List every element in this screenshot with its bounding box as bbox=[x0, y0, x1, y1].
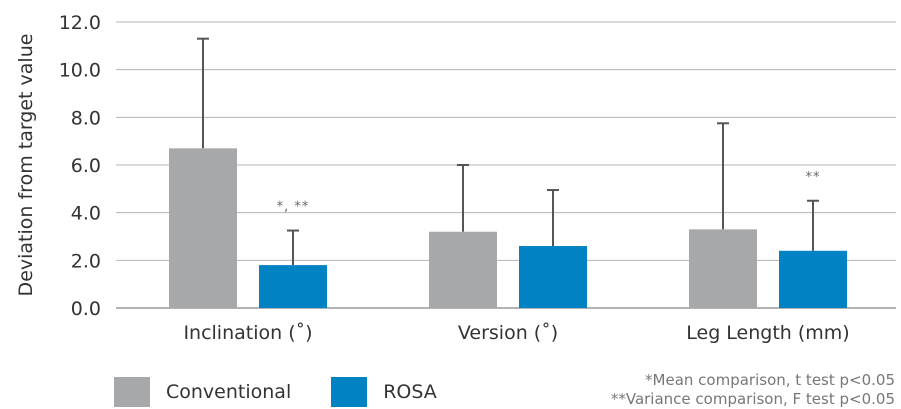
legend-item-conventional: Conventional bbox=[114, 377, 291, 407]
footnote-variance-comparison: **Variance comparison, F test p<0.05 bbox=[610, 390, 895, 408]
y-axis-title: Deviation from target value bbox=[15, 34, 37, 297]
bar-rosa-0 bbox=[259, 265, 327, 308]
legend-label-conventional: Conventional bbox=[166, 381, 292, 403]
bar-chart: 0.0 2.0 4.0 6.0 8.0 10.0 12.0 *, ** Inclination … bbox=[15, 12, 896, 344]
labels: 0.0 2.0 4.0 6.0 8.0 10.0 12.0 *, ** Inclination … bbox=[59, 12, 850, 344]
legend-item-rosa: ROSA bbox=[331, 377, 437, 407]
x-category-label: Version (˚) bbox=[458, 322, 558, 344]
bar-rosa-2 bbox=[779, 250, 847, 308]
y-tick-label: 4.0 bbox=[71, 203, 101, 225]
legend-label-rosa: ROSA bbox=[383, 381, 437, 403]
y-tick-label: 2.0 bbox=[71, 250, 101, 272]
bar-conventional-2 bbox=[689, 229, 757, 308]
bar-conventional-0 bbox=[169, 148, 237, 308]
significance-label: ** bbox=[806, 170, 821, 185]
x-category-label: Inclination (˚) bbox=[183, 322, 312, 344]
footnotes: *Mean comparison, t test p<0.05 **Varian… bbox=[611, 371, 895, 409]
legend-swatch-conventional bbox=[114, 377, 150, 407]
bar-rosa-1 bbox=[519, 246, 587, 308]
y-tick-label: 8.0 bbox=[71, 107, 101, 129]
footnote-mean-comparison: *Mean comparison, t test p<0.05 bbox=[645, 371, 895, 389]
gridlines bbox=[116, 21, 896, 309]
x-category-label: Leg Length (mm) bbox=[686, 322, 849, 344]
bar-conventional-1 bbox=[429, 231, 497, 308]
bars bbox=[169, 37, 847, 308]
y-tick-label: 10.0 bbox=[59, 60, 101, 82]
significance-label: *, ** bbox=[277, 200, 310, 215]
y-tick-label: 6.0 bbox=[71, 155, 101, 177]
y-tick-label: 0.0 bbox=[71, 298, 101, 320]
legend-swatch-rosa bbox=[331, 377, 368, 407]
y-tick-label: 12.0 bbox=[59, 12, 101, 34]
legend: Conventional ROSA bbox=[114, 377, 477, 407]
